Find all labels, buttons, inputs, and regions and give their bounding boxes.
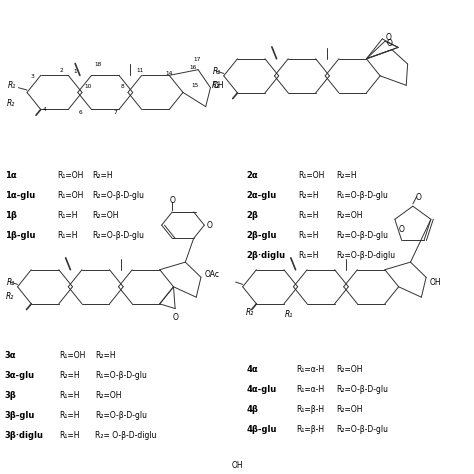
Text: OH: OH — [430, 278, 442, 286]
Text: 3β·diglu: 3β·diglu — [5, 431, 44, 439]
Text: R₂=H: R₂=H — [337, 171, 357, 180]
Text: R₁=H: R₁=H — [299, 231, 319, 239]
Text: 1β: 1β — [5, 211, 17, 219]
Text: 6: 6 — [79, 110, 82, 115]
Text: 11: 11 — [136, 68, 144, 73]
Text: 2β-glu: 2β-glu — [246, 231, 277, 239]
Text: 17: 17 — [193, 57, 201, 62]
Text: R₁: R₁ — [8, 81, 16, 90]
Text: R₁=α-H: R₁=α-H — [296, 365, 325, 374]
Text: O: O — [399, 226, 404, 234]
Text: 3α-glu: 3α-glu — [5, 371, 35, 380]
Text: 1β-glu: 1β-glu — [5, 231, 35, 239]
Text: 8: 8 — [120, 84, 124, 89]
Text: 4α: 4α — [246, 365, 258, 374]
Text: R₂: R₂ — [246, 308, 254, 317]
Text: R₂=O-β-D-glu: R₂=O-β-D-glu — [92, 191, 145, 200]
Text: 2β·diglu: 2β·diglu — [246, 251, 286, 259]
Text: R₁=OH: R₁=OH — [59, 351, 86, 360]
Text: O: O — [207, 221, 212, 229]
Text: R₁=O-β-D-glu: R₁=O-β-D-glu — [95, 371, 146, 380]
Text: 18: 18 — [94, 63, 102, 67]
Text: R₁=OH: R₁=OH — [299, 171, 325, 180]
Text: R₂=O-β-D-diglu: R₂=O-β-D-diglu — [337, 251, 396, 259]
Text: R₁=H: R₁=H — [57, 231, 77, 239]
Text: R₂=H: R₂=H — [299, 191, 319, 200]
Text: R₂=OH: R₂=OH — [92, 211, 119, 219]
Text: R₁=H: R₁=H — [59, 431, 80, 439]
Text: R₁=H: R₁=H — [299, 251, 319, 259]
Text: 1α-glu: 1α-glu — [5, 191, 35, 200]
Text: 3β: 3β — [5, 391, 17, 400]
Text: 16: 16 — [190, 65, 197, 70]
Text: R₂= O-β-D-diglu: R₂= O-β-D-diglu — [95, 431, 156, 439]
Text: 15: 15 — [191, 83, 199, 88]
Text: R₂=O-β-D-glu: R₂=O-β-D-glu — [95, 411, 147, 419]
Text: R₂=OH: R₂=OH — [337, 211, 363, 219]
Text: R₂: R₂ — [7, 99, 15, 108]
Text: R₂=OH: R₂=OH — [95, 391, 121, 400]
Text: R₁=H: R₁=H — [59, 391, 80, 400]
Text: 4β-glu: 4β-glu — [246, 425, 277, 434]
Text: R₁: R₁ — [284, 310, 293, 319]
Text: R₁=β-H: R₁=β-H — [296, 425, 324, 434]
Text: 3: 3 — [30, 74, 34, 79]
Text: R₁=β-H: R₁=β-H — [296, 405, 324, 414]
Text: 7: 7 — [113, 110, 117, 115]
Text: R₁: R₁ — [213, 67, 221, 75]
Text: R₁=H: R₁=H — [59, 411, 80, 419]
Text: 1α: 1α — [5, 171, 17, 180]
Text: R₁=H: R₁=H — [57, 211, 77, 219]
Text: R₂=O-β-D-glu: R₂=O-β-D-glu — [92, 231, 145, 239]
Text: R₂=H: R₂=H — [59, 371, 80, 380]
Text: O: O — [169, 196, 175, 204]
Text: R₂=OH: R₂=OH — [337, 405, 363, 414]
Text: OH: OH — [231, 461, 243, 470]
Text: 2α-glu: 2α-glu — [246, 191, 277, 200]
Text: R₂=H: R₂=H — [95, 351, 116, 360]
Text: 3α: 3α — [5, 351, 16, 360]
Text: 4β: 4β — [246, 405, 258, 414]
Text: 14: 14 — [165, 71, 173, 76]
Text: R₂=O-β-D-glu: R₂=O-β-D-glu — [337, 231, 389, 239]
Text: R₂: R₂ — [6, 292, 14, 301]
Text: R₂=H: R₂=H — [92, 171, 113, 180]
Text: 4α-glu: 4α-glu — [246, 385, 277, 394]
Text: R₁: R₁ — [7, 278, 15, 286]
Text: 4: 4 — [42, 107, 46, 111]
Text: 10: 10 — [84, 84, 91, 89]
Text: OAc: OAc — [205, 271, 220, 279]
Text: R₁=H: R₁=H — [299, 211, 319, 219]
Text: 3β-glu: 3β-glu — [5, 411, 35, 419]
Text: 2: 2 — [60, 68, 64, 73]
Text: O: O — [386, 34, 392, 42]
Text: 2β: 2β — [246, 211, 258, 219]
Text: R₁=OH: R₁=OH — [57, 171, 83, 180]
Text: 2α: 2α — [246, 171, 258, 180]
Text: O: O — [386, 39, 392, 48]
Text: R₂=OH: R₂=OH — [337, 365, 363, 374]
Text: R₁=α-H: R₁=α-H — [296, 385, 325, 394]
Text: 1: 1 — [73, 69, 77, 73]
Text: R₂=O-β-D-glu: R₂=O-β-D-glu — [337, 385, 389, 394]
Text: O: O — [416, 193, 421, 202]
Text: O: O — [172, 313, 178, 321]
Text: OH: OH — [213, 81, 225, 90]
Text: R₂=O-β-D-glu: R₂=O-β-D-glu — [337, 425, 389, 434]
Text: R₂: R₂ — [212, 81, 220, 90]
Text: R₁=OH: R₁=OH — [57, 191, 83, 200]
Text: R₁=O-β-D-glu: R₁=O-β-D-glu — [337, 191, 388, 200]
